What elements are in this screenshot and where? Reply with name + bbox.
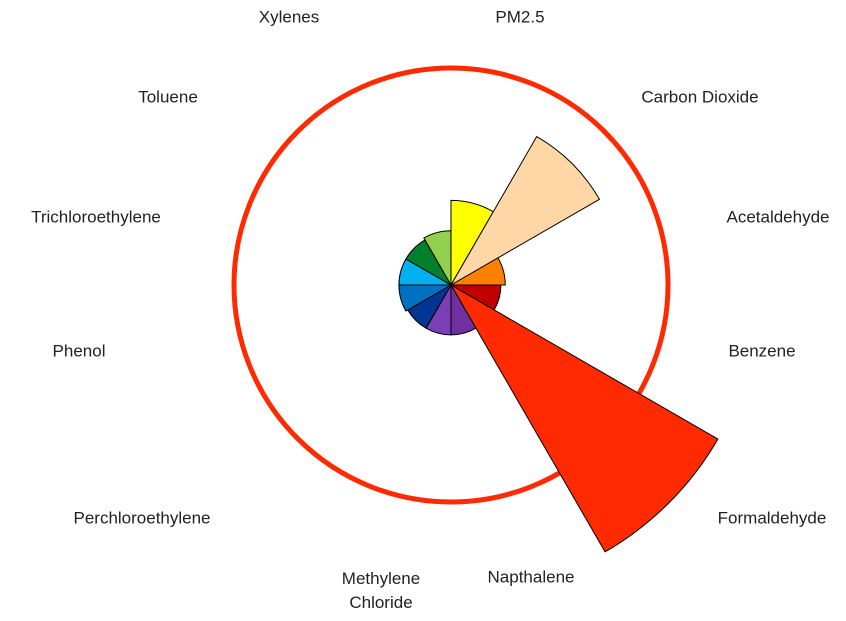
category-label: Trichloroethylene xyxy=(31,207,161,226)
category-label: PM2.5 xyxy=(495,7,544,26)
sector xyxy=(423,230,452,287)
category-label: Benzene xyxy=(728,341,795,360)
category-label: Carbon Dioxide xyxy=(641,87,758,106)
category-label: Methylene Chloride xyxy=(342,569,420,612)
category-label: Xylenes xyxy=(259,7,319,26)
reference-circle xyxy=(231,65,671,505)
category-label: Perchloroethylene xyxy=(73,508,210,527)
category-label: Formaldehyde xyxy=(718,508,827,527)
sector xyxy=(449,283,719,553)
category-label: Toluene xyxy=(138,87,198,106)
sector xyxy=(449,135,601,287)
category-label: Acetaldehyde xyxy=(726,207,829,226)
category-label: Phenol xyxy=(53,341,106,360)
sector xyxy=(449,257,506,286)
category-label: Napthalene xyxy=(488,567,575,586)
